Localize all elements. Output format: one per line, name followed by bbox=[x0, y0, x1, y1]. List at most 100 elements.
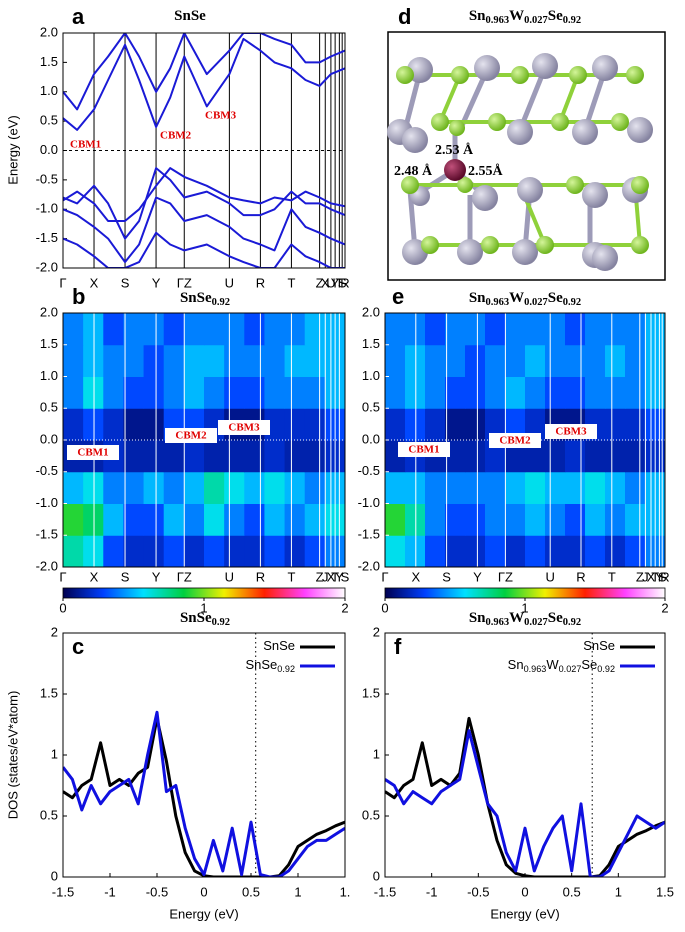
heat-cell bbox=[63, 313, 84, 346]
y-tick-label: -2.0 bbox=[36, 558, 58, 573]
data-line bbox=[63, 196, 345, 264]
heat-cell bbox=[425, 344, 446, 377]
y-tick-label: 0.5 bbox=[40, 400, 58, 415]
heat-cell bbox=[565, 471, 586, 504]
heat-cell bbox=[585, 376, 606, 409]
heat-cell bbox=[123, 535, 145, 568]
x-tick-label: J bbox=[322, 569, 329, 584]
heat-cell bbox=[405, 471, 426, 504]
heat-cell bbox=[244, 503, 265, 536]
heat-cell bbox=[465, 471, 486, 504]
x-tick-label: X bbox=[321, 275, 330, 290]
x-tick-label: J bbox=[642, 569, 649, 584]
heat-cell bbox=[565, 503, 586, 536]
x-tick-label: 0 bbox=[521, 884, 528, 899]
x-tick-label: R bbox=[340, 275, 349, 290]
data-line bbox=[385, 729, 665, 877]
heat-cell bbox=[83, 408, 104, 441]
heat-cell bbox=[405, 408, 426, 441]
colorbar-tick-label: 0 bbox=[59, 600, 66, 615]
heat-cell bbox=[63, 535, 84, 568]
heat-cell bbox=[545, 344, 566, 377]
heat-cell bbox=[163, 376, 185, 409]
heat-cell bbox=[284, 440, 306, 473]
heat-cell bbox=[465, 408, 486, 441]
heat-cell bbox=[304, 535, 326, 568]
panel-title: Sn0.963W0.027Se0.92 bbox=[469, 8, 581, 26]
heat-cell bbox=[304, 503, 326, 536]
heat-cell bbox=[284, 503, 306, 536]
heat-cell bbox=[83, 503, 104, 536]
x-tick-label: -0.5 bbox=[146, 884, 168, 899]
y-tick-label: 0.0 bbox=[40, 431, 58, 446]
panel-label: a bbox=[72, 4, 85, 29]
y-tick-label: -2.0 bbox=[36, 259, 58, 274]
y-tick-label: 1 bbox=[373, 746, 380, 761]
heat-cell bbox=[284, 535, 306, 568]
y-tick-label: -0.5 bbox=[358, 463, 380, 478]
x-tick-label: R bbox=[660, 569, 669, 584]
plot-frame bbox=[62, 632, 346, 878]
data-line bbox=[385, 716, 665, 877]
panel: a SnSe Energy (eV) -2.0 -1.5 -1.0 -0.5 0.0 0.5 1.… bbox=[5, 4, 349, 291]
heat-cell bbox=[224, 376, 245, 409]
panel-label: b bbox=[72, 284, 85, 309]
x-tick-label: S bbox=[121, 275, 130, 290]
heat-cell bbox=[625, 376, 646, 409]
se-atoms bbox=[396, 66, 649, 254]
heat-cell bbox=[565, 313, 586, 346]
y-tick-label: 2 bbox=[51, 624, 58, 639]
x-tick-label: Y bbox=[152, 569, 161, 584]
heat-cell bbox=[204, 313, 225, 346]
heat-cell bbox=[605, 440, 626, 473]
heat-cell bbox=[525, 440, 546, 473]
y-tick-label: 1 bbox=[51, 746, 58, 761]
heat-cell bbox=[545, 376, 566, 409]
y-tick-label: -0.5 bbox=[36, 171, 58, 186]
x-tick-label: ΓZ bbox=[177, 569, 192, 584]
heat-cell bbox=[505, 471, 526, 504]
y-axis-label: Energy (eV) bbox=[5, 115, 20, 184]
heat-cell bbox=[244, 535, 265, 568]
heat-cell bbox=[485, 503, 506, 536]
legend-label: SnSe0.92 bbox=[245, 657, 295, 674]
y-tick-label: 2.0 bbox=[40, 304, 58, 319]
heat-cell bbox=[445, 471, 466, 504]
heat-cell bbox=[183, 313, 205, 346]
panel-label: e bbox=[392, 284, 404, 309]
heat-cell bbox=[385, 408, 406, 441]
heat-cell bbox=[163, 344, 185, 377]
heat-cell bbox=[465, 535, 486, 568]
heat-cell bbox=[204, 535, 225, 568]
annotation: CBM1 bbox=[70, 139, 101, 151]
annotation-box bbox=[489, 433, 541, 448]
heat-cell bbox=[545, 471, 566, 504]
data-line bbox=[63, 710, 345, 877]
x-tick-label: Z bbox=[316, 569, 324, 584]
heat-cell bbox=[585, 535, 606, 568]
heat-cell bbox=[103, 408, 124, 441]
heat-cell bbox=[545, 440, 566, 473]
heat-cell bbox=[244, 376, 265, 409]
heat-cell bbox=[605, 535, 626, 568]
heat-cell bbox=[163, 471, 185, 504]
heat-cell bbox=[565, 376, 586, 409]
heat-cell bbox=[425, 408, 446, 441]
heat-cell bbox=[525, 376, 546, 409]
heat-cell bbox=[405, 376, 426, 409]
heat-cell bbox=[183, 344, 205, 377]
heat-cell bbox=[244, 440, 265, 473]
heat-cell bbox=[183, 471, 205, 504]
heat-cell bbox=[505, 408, 526, 441]
x-axis-label: Energy (eV) bbox=[490, 906, 559, 921]
heat-cell bbox=[605, 408, 626, 441]
heat-cell bbox=[304, 376, 326, 409]
heat-cell bbox=[525, 503, 546, 536]
x-tick-label: -1.5 bbox=[374, 884, 396, 899]
x-tick-label: S bbox=[338, 275, 347, 290]
heat-cell bbox=[224, 344, 245, 377]
heat-cell bbox=[183, 503, 205, 536]
y-tick-label: 1.5 bbox=[40, 54, 58, 69]
x-tick-label: 1 bbox=[615, 884, 622, 899]
heat-cell bbox=[103, 344, 124, 377]
